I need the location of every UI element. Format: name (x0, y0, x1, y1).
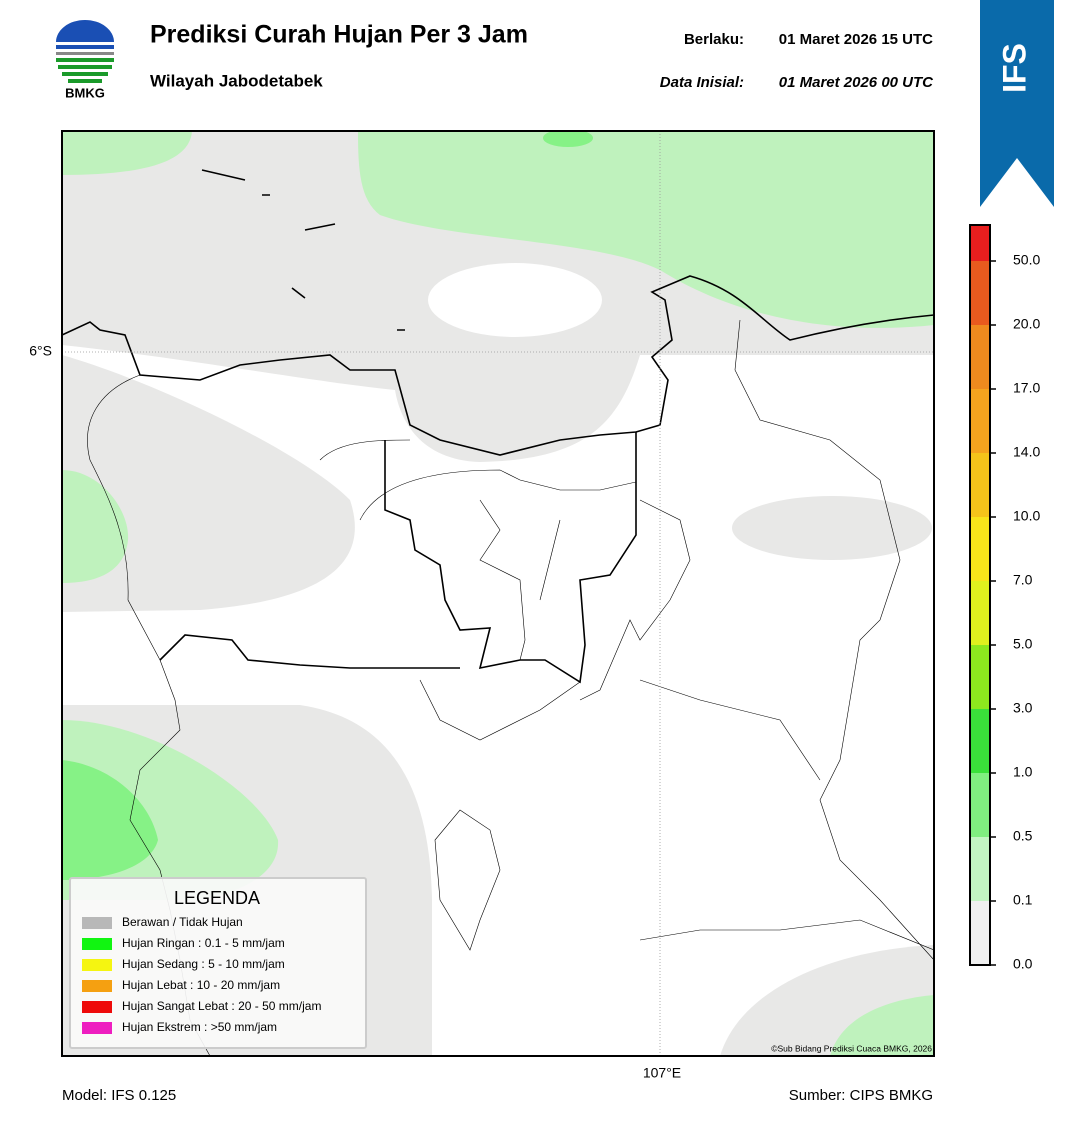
colorbar-segment (970, 225, 990, 261)
colorbar-segment (970, 837, 990, 901)
model: Model: IFS 0.125 (62, 1087, 176, 1104)
subtitle: Wilayah Jabodetabek (150, 71, 323, 90)
legend-label: Hujan Sedang : 5 - 10 mm/jam (122, 957, 285, 971)
colorbar-tick-label: 0.5 (1013, 828, 1033, 844)
source: Sumber: CIPS BMKG (789, 1087, 933, 1104)
colorbar-segment (970, 581, 990, 645)
colorbar-tick-label: 50.0 (1013, 252, 1040, 268)
colorbar-segment (970, 645, 990, 709)
lon-label: 107°E (643, 1065, 681, 1081)
legend-swatch (82, 980, 112, 992)
colorbar: 0.0 0.1 0.5 1.0 3.0 5.0 7.0 10.0 14.0 17.0 20.0 50.… (969, 224, 1040, 972)
colorbar-tick-label: 3.0 (1013, 700, 1033, 716)
valid-time: 01 Maret 2026 15 UTC (779, 31, 933, 48)
colorbar-tick-label: 20.0 (1013, 316, 1040, 332)
badge-text: IFS (996, 43, 1032, 93)
legend-label: Hujan Ekstrem : >50 mm/jam (122, 1020, 277, 1034)
colorbar-tick-label: 10.0 (1013, 508, 1040, 524)
legend-label: Hujan Lebat : 10 - 20 mm/jam (122, 978, 280, 992)
colorbar-tick-label: 17.0 (1013, 380, 1040, 396)
logo (56, 20, 114, 83)
colorbar-tick-label: 5.0 (1013, 636, 1033, 652)
colorbar-tick-label: 0.0 (1013, 956, 1033, 972)
legend-label: Berawan / Tidak Hujan (122, 915, 243, 929)
legend-swatch (82, 938, 112, 950)
legend-box (69, 877, 367, 1049)
badge (980, 0, 1054, 207)
legend-label: Hujan Ringan : 0.1 - 5 mm/jam (122, 936, 285, 950)
legend-title: LEGENDA (174, 888, 260, 908)
colorbar-segment (970, 453, 990, 517)
colorbar-segment (970, 773, 990, 837)
colorbar-segment (970, 517, 990, 581)
colorbar-tick-label: 7.0 (1013, 572, 1033, 588)
colorbar-segment (970, 709, 990, 773)
colorbar-segment (970, 325, 990, 389)
colorbar-segment (970, 261, 990, 325)
title: Prediksi Curah Hujan Per 3 Jam (150, 21, 528, 49)
lat-label: 6°S (29, 343, 52, 359)
legend-label: Hujan Sangat Lebat : 20 - 50 mm/jam (122, 999, 321, 1013)
copyright: ©Sub Bidang Prediksi Cuaca BMKG, 2026 (771, 1043, 932, 1053)
colorbar-frame (969, 224, 991, 966)
colorbar-tick-label: 0.1 (1013, 892, 1033, 908)
colorbar-tick-label: 14.0 (1013, 444, 1040, 460)
logo-text: BMKG (65, 85, 105, 100)
init-time: 01 Maret 2026 00 UTC (779, 74, 934, 91)
init-label: Data Inisial: (660, 74, 744, 91)
legend-swatch (82, 917, 112, 929)
legend-swatch (82, 959, 112, 971)
colorbar-segment (970, 901, 990, 965)
legend-items: Berawan / Tidak Hujan Hujan Ringan : 0.1 … (82, 915, 321, 1034)
legend-swatch (82, 1001, 112, 1013)
map-frame (61, 130, 935, 1057)
valid-label: Berlaku: (684, 31, 744, 48)
colorbar-segment (970, 389, 990, 453)
legend-swatch (82, 1022, 112, 1034)
colorbar-tick-label: 1.0 (1013, 764, 1033, 780)
